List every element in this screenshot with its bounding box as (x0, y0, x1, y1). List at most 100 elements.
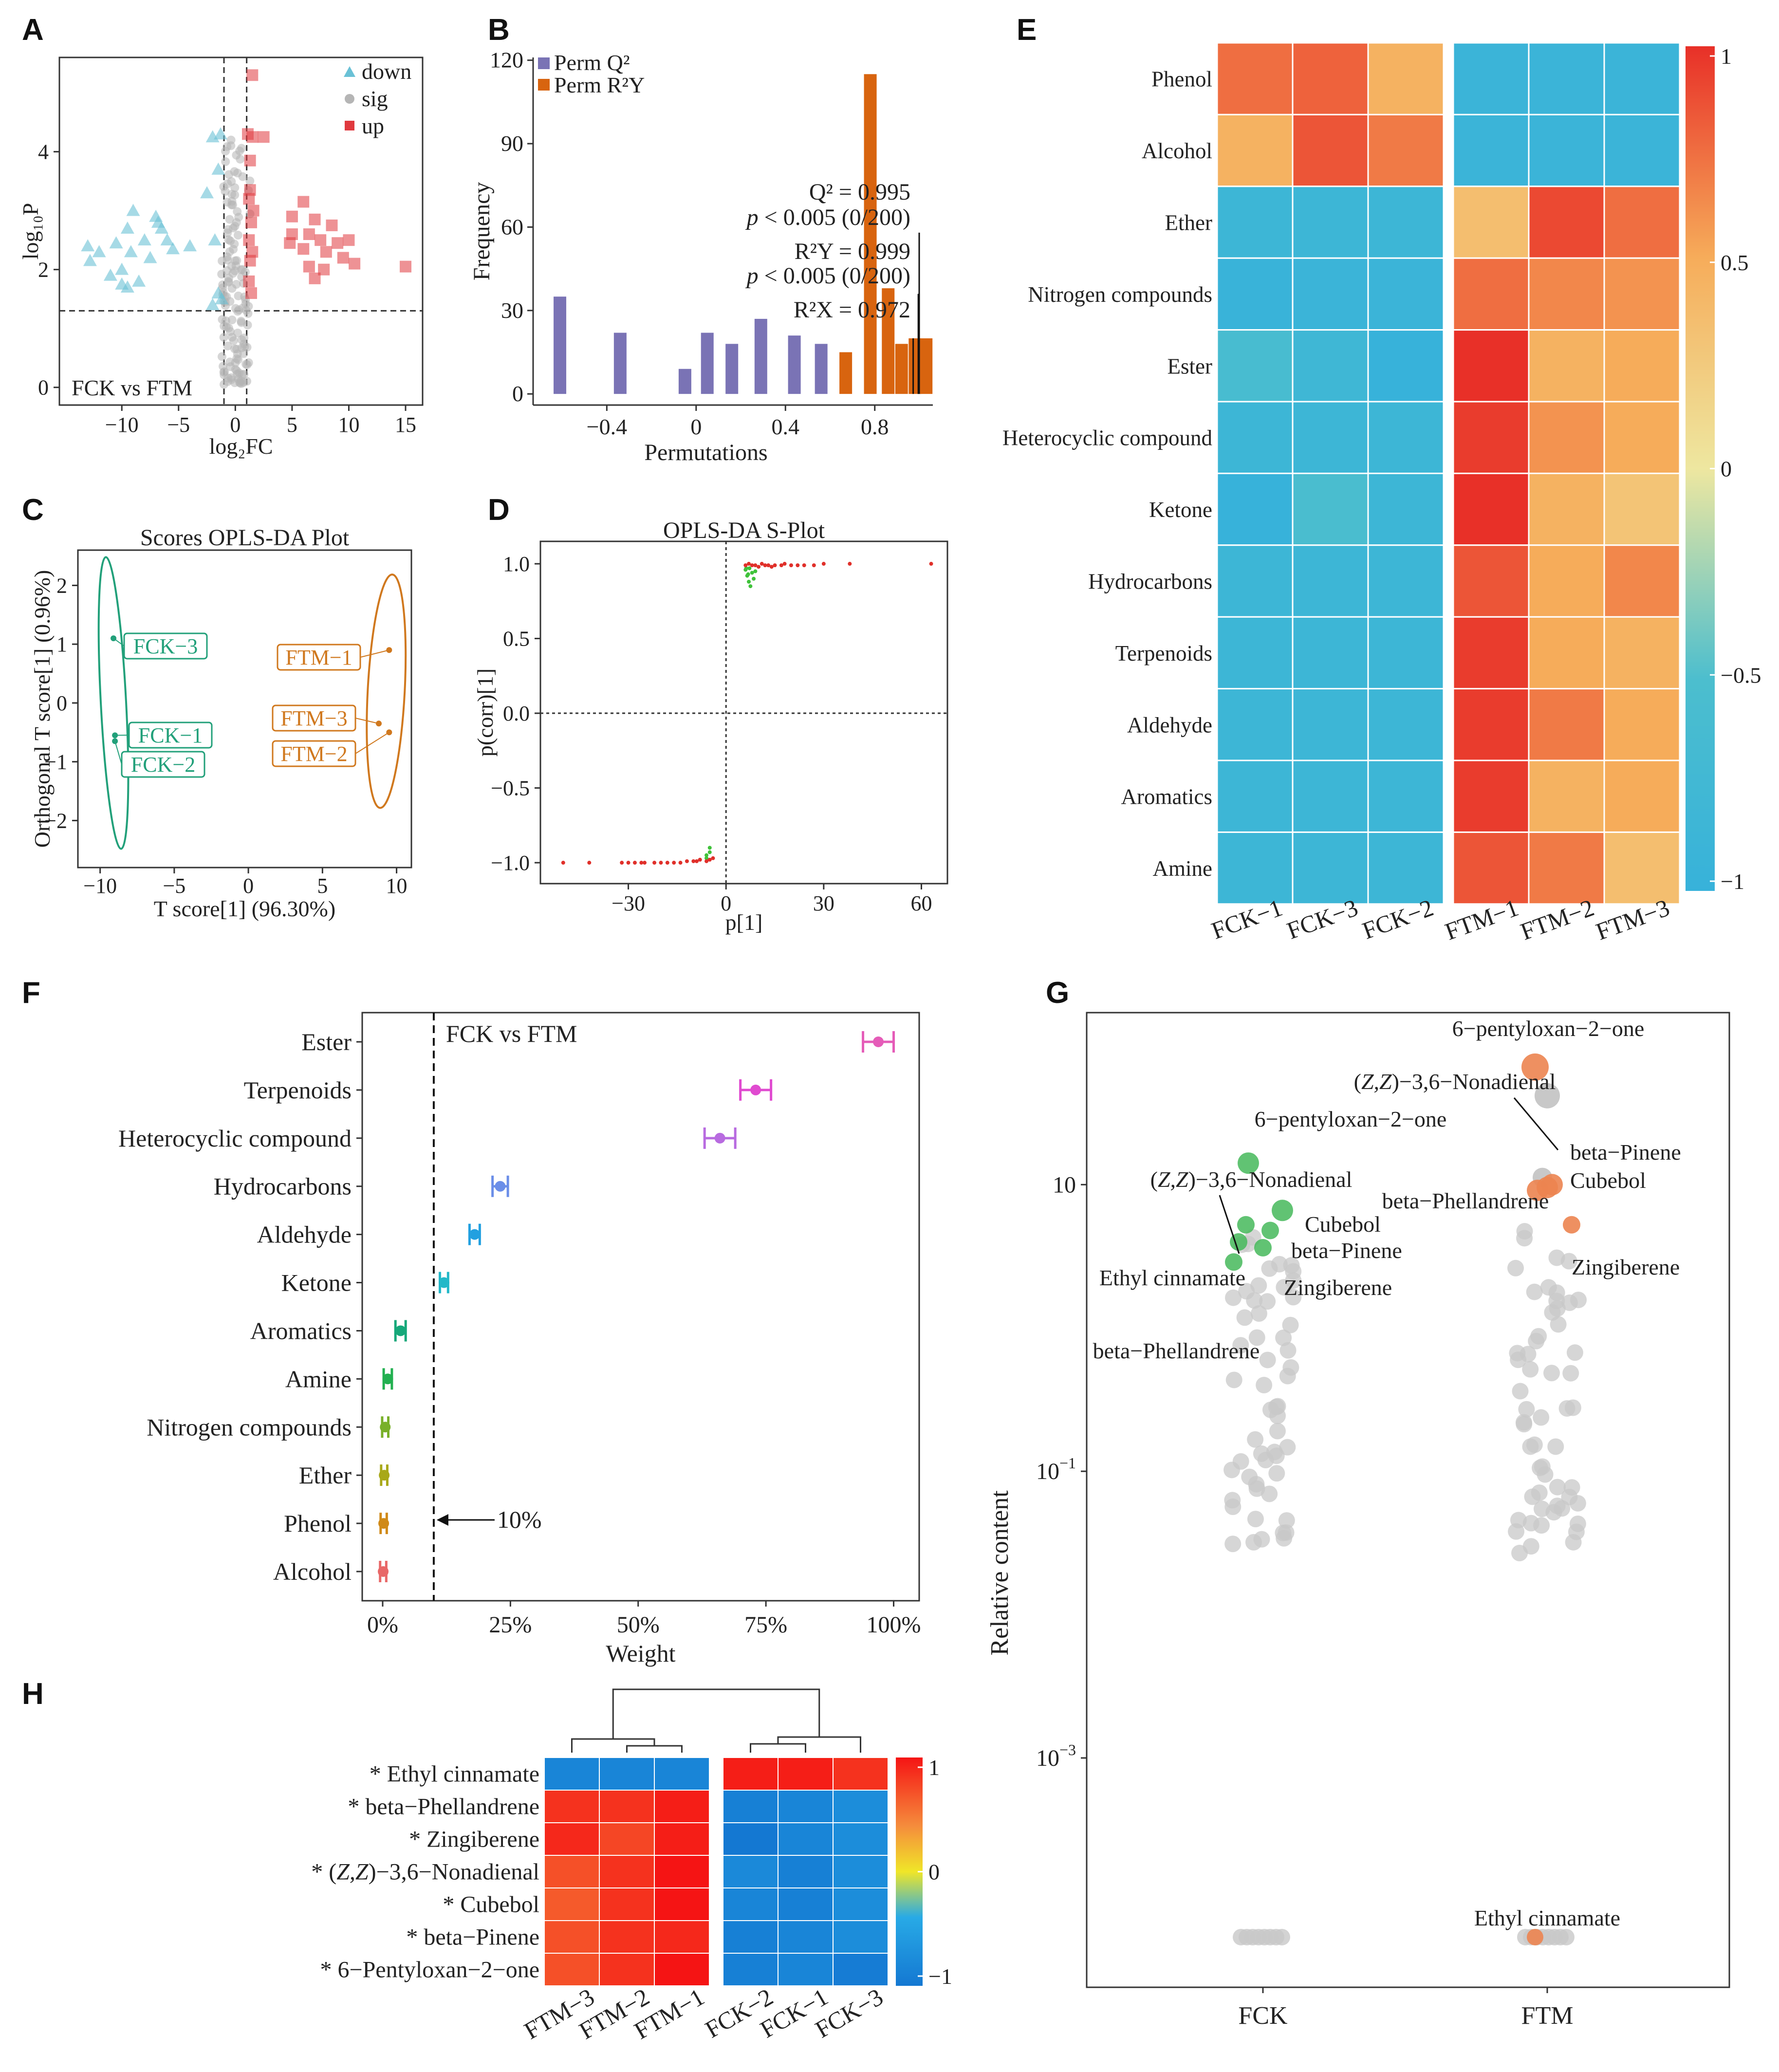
ftm-highlight-point (1527, 1180, 1548, 1202)
up-point (246, 69, 259, 81)
heatmap-cell (1216, 113, 1294, 187)
heatmap-cell (599, 1953, 655, 1986)
q2-p-label: p < 0.005 (0/200) (745, 204, 910, 230)
up-point (286, 210, 298, 222)
heatmap-cell (1367, 113, 1445, 187)
heatmap-cell (1528, 42, 1605, 115)
gray-point (1247, 1511, 1264, 1528)
ftm-point-label: Zingiberene (1572, 1255, 1680, 1279)
y-tick-label: 0 (38, 376, 49, 400)
weight-category-label: Heterocyclic compound (118, 1125, 352, 1152)
score-point-label: FTM−2 (280, 742, 347, 766)
down-point (211, 162, 225, 175)
x-tick-label: 0 (690, 414, 702, 439)
y-tick-label: 1.0 (503, 552, 530, 576)
splot-point-red (695, 859, 699, 863)
fck-highlight-point (1272, 1200, 1293, 1221)
y-tick-label: −1 (44, 750, 67, 774)
weight-category-label: Ketone (281, 1269, 352, 1296)
splot-point-red (796, 563, 800, 568)
perm-q2-bar (725, 344, 739, 394)
up-point (303, 260, 315, 273)
splot-point-green (704, 856, 709, 860)
colorbar-tick-label: 1 (928, 1755, 940, 1780)
weight-point (495, 1181, 506, 1192)
x-tick-label: 25% (489, 1612, 532, 1638)
dendrogram-branch (777, 1736, 861, 1753)
weight-category-label: Aldehyde (257, 1221, 352, 1248)
heatmap-cell (1603, 257, 1681, 331)
splot-point-green (752, 576, 756, 581)
x-axis-label: Weight (606, 1640, 675, 1667)
splot-point-red (929, 562, 933, 566)
y-tick-label: 0.5 (503, 627, 530, 651)
gray-point (1535, 1083, 1560, 1109)
heatmap-cell (1452, 544, 1530, 618)
heatmap-cell (544, 1822, 600, 1856)
heatmap-cell (1528, 257, 1605, 331)
gray-point (1518, 1401, 1535, 1418)
splot-point-red (643, 861, 647, 865)
heatmap-cell (599, 1920, 655, 1954)
splot-point-red (587, 861, 592, 865)
splot-point-red (711, 856, 715, 860)
sig-point (230, 344, 240, 353)
weight-point (378, 1566, 389, 1577)
panel-a-volcano: −10 −5 0 5 10 15 0 2 4 log₂FC log₁₀P FCK vs FTM down… (18, 56, 424, 459)
weight-category-label: Aromatics (250, 1317, 352, 1344)
gray-point (1548, 1249, 1565, 1266)
heatmap-cell (1528, 544, 1605, 618)
fck-highlight-point (1225, 1253, 1242, 1271)
heatmap-cell (1528, 472, 1605, 546)
weight-point (469, 1229, 480, 1240)
heatmap-cell (723, 1887, 778, 1921)
heatmap-cell (1367, 401, 1445, 474)
heatmap-cell (1603, 329, 1681, 403)
gray-point (1250, 1305, 1267, 1322)
panel-d-splot: OPLS-DA S-Plot −30 0 30 60 −1.0 −0.5 0.0 0.5 1.0 p… (473, 518, 948, 935)
comparison-label: FCK vs FTM (72, 375, 192, 400)
down-point (132, 274, 146, 287)
heatmap-cell (1216, 257, 1294, 331)
up-point (246, 131, 259, 143)
heatmap-row-label: Hydrocarbons (1088, 570, 1212, 594)
up-point (247, 204, 259, 217)
heatmap-cell (833, 1920, 889, 1954)
down-point (151, 215, 165, 228)
y-tick-label: 60 (501, 214, 523, 239)
splot-point-red (639, 861, 644, 865)
heatmap-cell (1216, 329, 1294, 403)
sig-point (242, 360, 252, 369)
heatmap-cell (1216, 401, 1294, 474)
heatmap-row-label: Heterocyclic compound (1002, 426, 1212, 450)
sig-point (240, 339, 249, 349)
heatmap-cell (1292, 759, 1369, 833)
heatmap-cell (1603, 472, 1681, 546)
panel-label-g: G (1046, 976, 1069, 1010)
r2y-label: R²Y = 0.999 (795, 239, 910, 264)
fck-highlight-point (1254, 1239, 1272, 1257)
gray-point (1564, 1399, 1581, 1416)
x-tick-label: 5 (287, 413, 297, 437)
up-point (332, 237, 344, 249)
heatmap-cell (1367, 831, 1445, 905)
fck-point-label: (Z,Z)−3,6−Nonadienal (1150, 1167, 1353, 1192)
zero-point (1558, 1928, 1575, 1945)
heatmap-cell (1367, 257, 1445, 331)
sig-point (230, 167, 239, 176)
dendrogram-branch (626, 1745, 683, 1753)
heatmap-cell (1292, 544, 1369, 618)
heatmap-cell (833, 1887, 889, 1921)
score-point-label: FCK−1 (138, 723, 203, 747)
heatmap-row-label: Ketone (1149, 498, 1212, 522)
plot-frame (539, 540, 948, 885)
gray-point (1512, 1383, 1529, 1400)
splot-point-red (769, 565, 774, 569)
gray-point (1279, 1342, 1297, 1359)
sig-point (218, 280, 227, 290)
heatmap-cell (599, 1855, 655, 1888)
splot-point-red (789, 563, 793, 568)
down-point (126, 204, 140, 216)
sig-point (240, 333, 249, 343)
y-tick-label: 0 (512, 381, 523, 406)
